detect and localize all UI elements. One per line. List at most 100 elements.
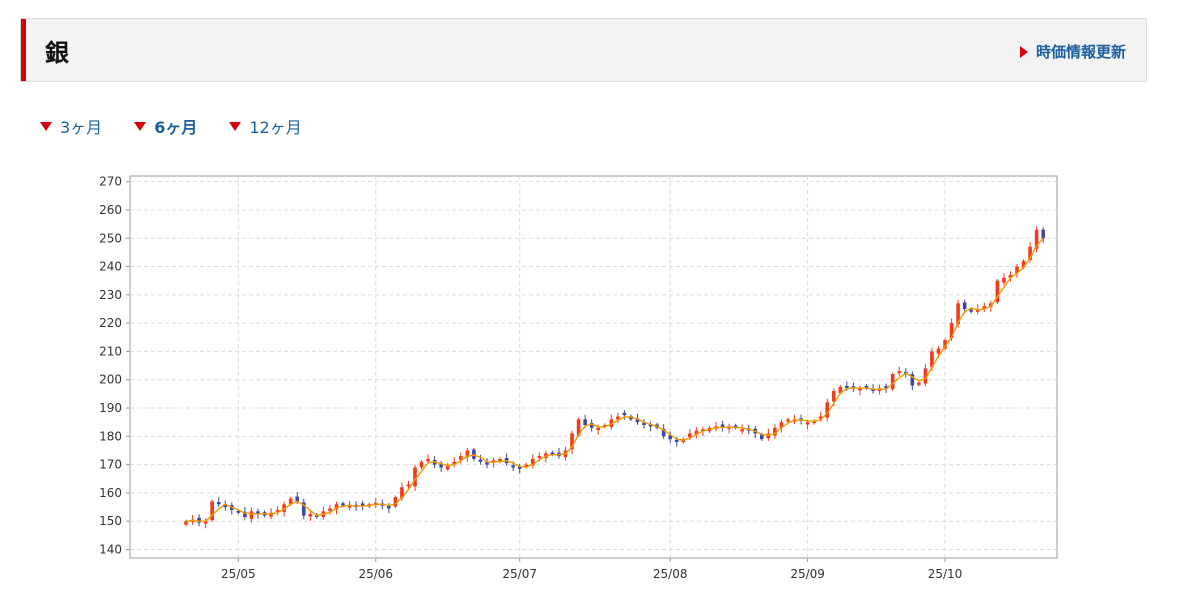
candle-body xyxy=(602,425,607,427)
candle-body xyxy=(249,511,254,519)
y-tick-label: 210 xyxy=(99,344,122,358)
candle-body xyxy=(1034,229,1039,249)
page-header: 銀 時価情報更新 xyxy=(20,18,1147,82)
candle-body xyxy=(773,427,777,436)
candle-body xyxy=(203,521,208,524)
candle-body xyxy=(786,419,790,422)
y-tick-label: 190 xyxy=(99,401,122,415)
candle-body xyxy=(295,496,300,502)
candle-body xyxy=(779,422,784,428)
candle-body xyxy=(1002,277,1006,283)
candle-body xyxy=(609,419,614,427)
candle-body xyxy=(982,306,987,309)
period-3m-link[interactable]: 3ヶ月 xyxy=(40,114,102,138)
y-tick-label: 260 xyxy=(99,203,122,217)
candle-body xyxy=(465,450,470,458)
candle-body xyxy=(301,502,306,516)
x-tick-label: 25/08 xyxy=(653,567,688,581)
candle-body xyxy=(858,388,862,391)
candle-body xyxy=(583,419,587,426)
candle-body xyxy=(511,465,515,468)
candle-body xyxy=(956,303,960,325)
candle-body xyxy=(530,458,535,466)
candle-body xyxy=(733,425,738,428)
candle-body xyxy=(184,521,188,525)
candle-body xyxy=(439,463,443,468)
candle-body xyxy=(334,504,339,510)
y-tick-label: 240 xyxy=(99,260,122,274)
candle-body xyxy=(478,459,483,462)
candle-body xyxy=(930,351,934,368)
candle-body xyxy=(282,504,286,512)
candle-body xyxy=(917,382,921,385)
y-tick-label: 150 xyxy=(99,514,122,528)
candle-body xyxy=(825,402,830,418)
candle-body xyxy=(884,386,888,389)
candle-body xyxy=(223,504,228,508)
candle-body xyxy=(805,422,810,425)
candle-body xyxy=(387,505,391,509)
candle-body xyxy=(720,424,725,428)
candle-body xyxy=(831,391,836,402)
candle-body xyxy=(740,429,744,432)
candle-body xyxy=(694,430,699,435)
candle-body xyxy=(341,503,345,506)
candle-body xyxy=(890,374,895,390)
candle-body xyxy=(419,461,424,468)
candle-body xyxy=(243,511,247,517)
candle-body xyxy=(642,422,646,426)
candle-body xyxy=(760,434,764,440)
candle-body xyxy=(1028,246,1032,260)
candle-body xyxy=(445,464,450,470)
triangle-down-icon xyxy=(134,121,147,131)
candle-body xyxy=(949,323,954,339)
x-tick-label: 25/10 xyxy=(928,567,963,581)
period-label: 3ヶ月 xyxy=(60,118,103,137)
candle-body xyxy=(498,458,502,462)
candle-body xyxy=(452,461,457,465)
candle-body xyxy=(616,416,620,420)
candle-body xyxy=(727,426,731,429)
candle-body xyxy=(969,309,973,312)
candle-body xyxy=(995,280,1000,303)
candle-body xyxy=(400,487,404,499)
candle-body xyxy=(197,517,201,523)
period-selector: 3ヶ月 6ヶ月 12ヶ月 xyxy=(40,114,302,138)
candle-body xyxy=(596,427,601,431)
candle-body xyxy=(589,423,594,428)
candle-body xyxy=(661,428,666,437)
y-tick-label: 160 xyxy=(99,486,122,500)
candle-body xyxy=(910,374,915,386)
candle-body xyxy=(524,464,529,467)
candle-body xyxy=(347,505,352,508)
candle-body xyxy=(668,435,673,440)
candle-body xyxy=(570,433,574,450)
y-tick-label: 220 xyxy=(99,316,122,330)
candle-body xyxy=(845,385,849,389)
update-price-link[interactable]: 時価情報更新 xyxy=(1019,41,1126,62)
candle-body xyxy=(517,466,522,469)
y-tick-label: 250 xyxy=(99,231,122,245)
candle-body xyxy=(537,456,542,458)
y-tick-label: 200 xyxy=(99,373,122,387)
triangle-down-icon xyxy=(40,121,52,131)
candle-body xyxy=(288,498,293,505)
candle-body xyxy=(256,511,260,515)
candle-body xyxy=(308,514,313,517)
candle-body xyxy=(648,424,653,427)
period-12m-link[interactable]: 12ヶ月 xyxy=(229,114,302,138)
candle-body xyxy=(550,452,555,455)
candle-body xyxy=(426,458,430,462)
period-6m-link[interactable]: 6ヶ月 xyxy=(134,114,197,138)
candle-body xyxy=(622,412,627,416)
triangle-right-icon xyxy=(1019,45,1028,58)
price-chart: 140 150 160 170 180 190 200 210 220 230 240 250 260 2… xyxy=(99,175,1058,581)
header-accent-bar xyxy=(21,19,26,81)
candle-body xyxy=(871,388,875,392)
candle-body xyxy=(472,449,476,459)
candle-body xyxy=(485,461,489,465)
candle-body xyxy=(962,302,967,309)
moving-average-line xyxy=(185,237,1044,522)
period-label: 6ヶ月 xyxy=(154,118,198,137)
y-tick-label: 180 xyxy=(99,429,122,443)
